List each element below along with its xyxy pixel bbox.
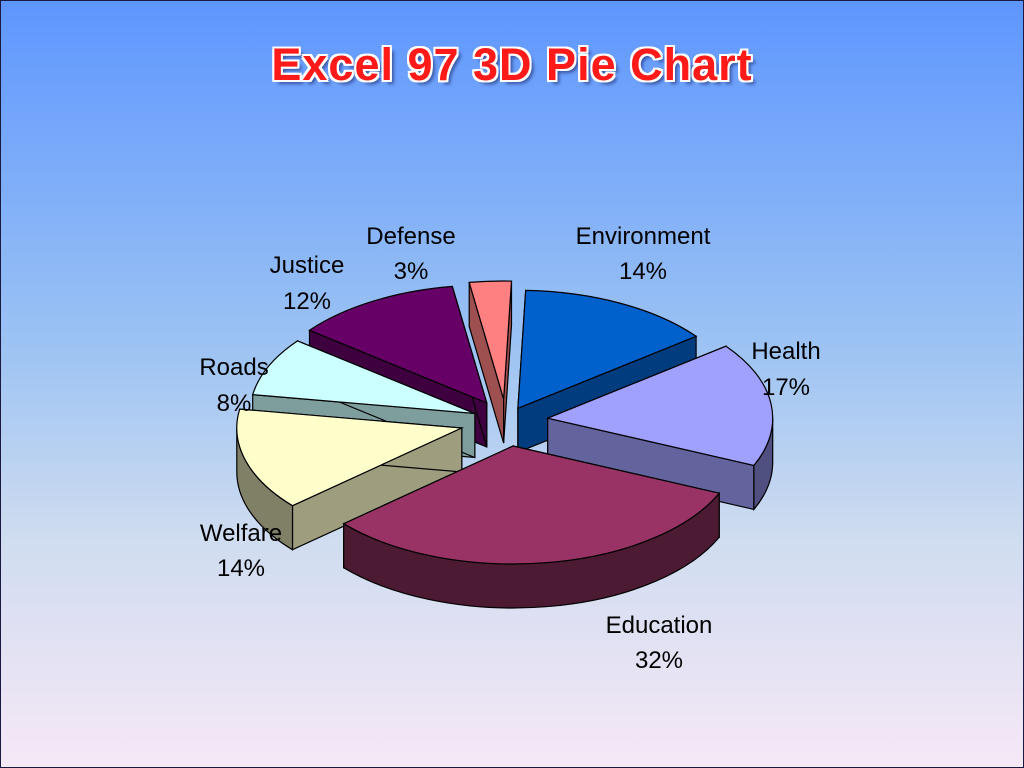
slice-tops	[236, 280, 774, 565]
slice-label-defense: Defense	[366, 223, 455, 250]
slice-value-justice: 12%	[283, 288, 331, 315]
slice-label-health: Health	[751, 338, 820, 365]
slice-label-education: Education	[606, 612, 713, 639]
slice-label-justice: Justice	[270, 252, 345, 279]
slice-label-roads: Roads	[199, 354, 268, 381]
slice-roads	[251, 340, 476, 415]
slice-value-education: 32%	[635, 647, 683, 674]
slice-value-roads: 8%	[217, 390, 252, 417]
slice-value-health: 17%	[762, 374, 810, 401]
slice-label-environment: Environment	[576, 223, 711, 250]
slice-value-defense: 3%	[394, 258, 429, 285]
slice-environment	[517, 289, 698, 410]
slice-justice	[308, 285, 488, 405]
slice-defense	[468, 280, 513, 400]
chart-title: Excel 97 3D Pie Chart	[271, 39, 753, 90]
slice-welfare	[236, 408, 465, 507]
slice-labels: Environment 14% Health 17% Education 32% Welfa…	[199, 223, 820, 674]
slice-value-welfare: 14%	[217, 555, 265, 582]
slice-value-environment: 14%	[619, 258, 667, 285]
slice-health	[545, 345, 774, 467]
slice-education	[342, 445, 721, 565]
slice-label-welfare: Welfare	[200, 520, 282, 547]
